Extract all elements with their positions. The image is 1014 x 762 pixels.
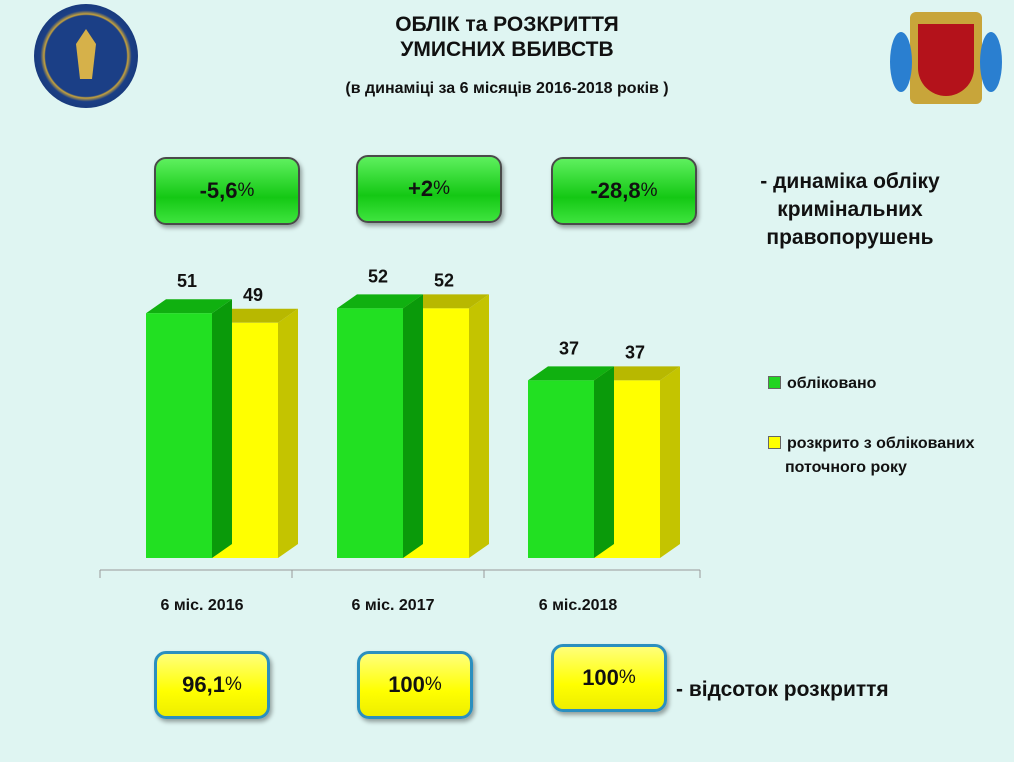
bar-top (337, 294, 423, 309)
category-label: 6 міс.2018 (539, 597, 618, 614)
data-label: 49 (243, 285, 263, 305)
bar-top (146, 299, 232, 314)
bar-top (528, 366, 614, 381)
dynamics-badge-2017: +2% (356, 155, 502, 223)
data-label: 52 (434, 270, 454, 290)
bar-side (469, 294, 489, 558)
legend-item-solved: розкрито з облікованих поточного року (768, 432, 1008, 480)
dynamics-value: +2 (408, 176, 434, 201)
title-line-1: ОБЛІК та РОЗКРИТТЯ (395, 13, 619, 36)
dynamics-badge-2018: -28,8% (551, 157, 697, 225)
bar-registered (146, 313, 212, 558)
bar-top (212, 308, 298, 323)
data-label: 37 (625, 342, 645, 362)
unit: % (237, 180, 255, 201)
bar-side (594, 366, 614, 558)
unit: % (640, 180, 658, 201)
legend: обліковано розкрито з облікованих поточн… (768, 372, 1008, 480)
legend-item-registered: обліковано (768, 372, 1008, 396)
subtitle: (в динаміці за 6 місяців 2016-2018 років… (345, 80, 669, 97)
data-label: 52 (368, 266, 388, 286)
unit: % (224, 674, 242, 695)
disclosure-badge-2016: 96,1% (154, 651, 270, 719)
bar-registered (528, 380, 594, 558)
bar-side (660, 366, 680, 558)
bar-registered (337, 308, 403, 558)
unit: % (618, 667, 636, 688)
disclosure-badge-2018: 100% (551, 644, 667, 712)
category-label: 6 міс. 2016 (160, 597, 243, 614)
unit: % (424, 674, 442, 695)
legend-swatch (768, 376, 781, 389)
legend-swatch (768, 436, 781, 449)
bar-side (278, 308, 298, 558)
page-title: ОБЛІК та РОЗКРИТТЯ УМИСНИХ ВБИВСТВ (0, 12, 1014, 62)
category-label: 6 міс. 2017 (351, 597, 434, 614)
disclosure-badge-2017: 100% (357, 651, 473, 719)
bar-side (212, 299, 232, 558)
data-label: 37 (559, 338, 579, 358)
unit: % (433, 178, 450, 199)
coat-of-arms-logo (890, 2, 1002, 112)
disclosure-value: 100 (582, 665, 619, 690)
dynamics-value: -28,8 (590, 178, 641, 203)
dynamics-badge-2016: -5,6% (154, 157, 300, 225)
disclosure-value: 96,1 (182, 672, 225, 697)
prosecutor-emblem-logo (34, 4, 138, 108)
disclosure-label: - відсоток розкриття (676, 678, 889, 701)
legend-label: розкрито з облікованих поточного року (785, 435, 975, 476)
title-line-2: УМИСНИХ ВБИВСТВ (400, 38, 614, 61)
dynamics-label: - динаміка обліку кримінальних правопору… (760, 170, 940, 249)
legend-label: обліковано (787, 375, 877, 392)
bar-side (403, 294, 423, 558)
bar-top (403, 294, 489, 309)
dynamics-value: -5,6 (199, 178, 238, 203)
disclosure-value: 100 (388, 672, 425, 697)
data-label: 51 (177, 271, 197, 291)
bar-top (594, 366, 680, 381)
